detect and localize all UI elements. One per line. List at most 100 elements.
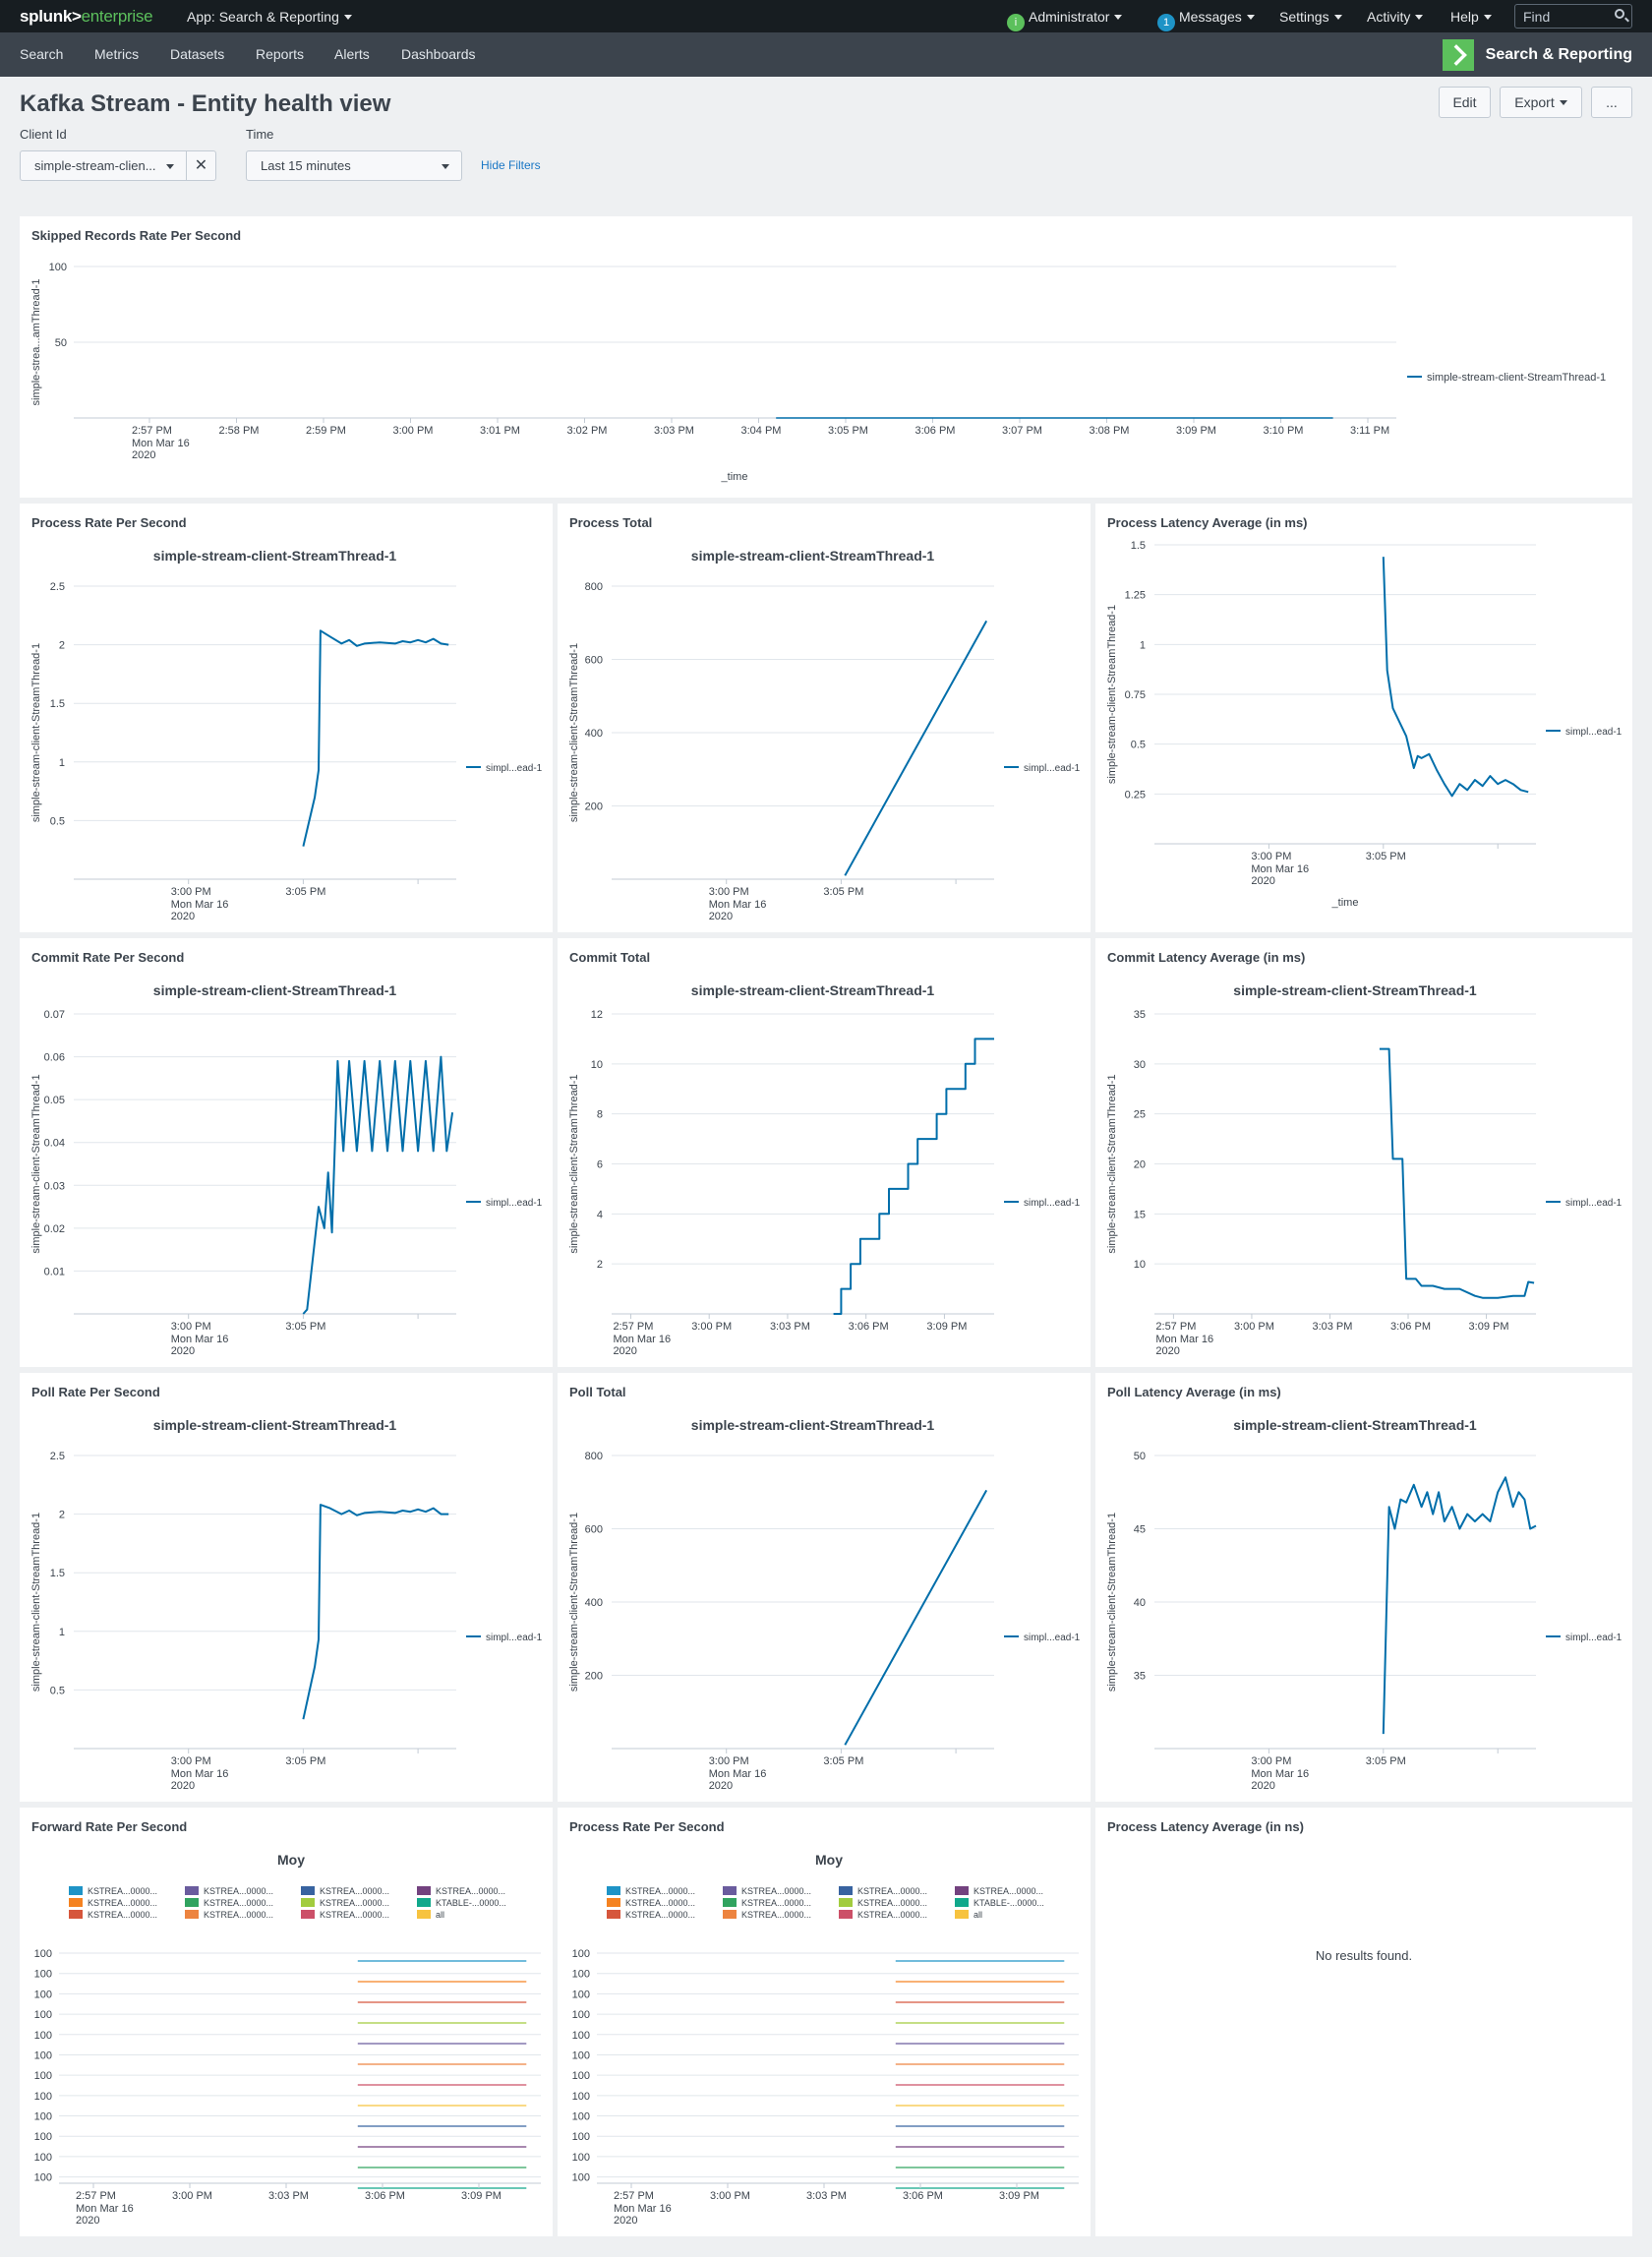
y-axis-title: simple-stream-client-StreamThread-1 [1106, 605, 1118, 784]
y-tick-label: 600 [585, 1524, 603, 1536]
splunk-logo[interactable]: splunk>enterprise [20, 7, 153, 26]
y-tick-label: 50 [55, 337, 67, 349]
y-tick-label: 100 [572, 2111, 590, 2123]
page-title: Kafka Stream - Entity health view [20, 90, 391, 117]
y-tick-label: 0.01 [44, 1266, 65, 1277]
x-tick-year: 2020 [132, 449, 155, 461]
chevron-down-icon [1559, 99, 1567, 105]
x-tick-label: 3:00 PM [1251, 851, 1291, 862]
legend-label: KSTREA...0000... [741, 1886, 811, 1896]
series-line [833, 1038, 994, 1315]
close-icon: ✕ [194, 157, 208, 174]
chart-title: simple-stream-client-StreamThread-1 [153, 982, 397, 998]
y-tick-label: 100 [34, 2049, 52, 2061]
y-tick-label: 0.5 [50, 815, 65, 827]
panel-process-rate-moy: Process Rate Per Second Moy KSTREA...0000.… [558, 1808, 1091, 2236]
nav-datasets[interactable]: Datasets [170, 46, 225, 62]
activity-menu[interactable]: Activity [1367, 9, 1424, 25]
y-tick-label: 2.5 [50, 581, 65, 593]
nav-dashboards[interactable]: Dashboards [401, 46, 476, 62]
user-menu[interactable]: i Administrator [1007, 9, 1123, 31]
x-axis-title: _time [721, 471, 748, 483]
help-menu[interactable]: Help [1450, 9, 1492, 25]
top-bar: splunk>enterprise App: Search & Reportin… [0, 0, 1652, 32]
messages-count-badge: 1 [1157, 14, 1175, 31]
legend-label: KSTREA...0000... [320, 1886, 389, 1896]
y-tick-label: 0.07 [44, 1009, 65, 1021]
x-tick-label: 3:05 PM [1366, 851, 1406, 862]
y-tick-label: 12 [591, 1009, 603, 1021]
panel-skipped-records: Skipped Records Rate Per Second 100 50 simp… [20, 216, 1632, 498]
export-button[interactable]: Export [1500, 87, 1582, 118]
nav-search[interactable]: Search [20, 46, 64, 62]
panel-poll-total: Poll Total simple-stream-client-StreamThr… [558, 1373, 1091, 1802]
x-tick-year: 2020 [171, 1345, 195, 1357]
app-icon [1442, 39, 1474, 71]
y-tick-label: 10 [1134, 1259, 1146, 1271]
y-tick-label: 100 [572, 2172, 590, 2184]
y-tick-label: 1.5 [1131, 540, 1146, 552]
app-brand[interactable]: Search & Reporting [1442, 39, 1632, 71]
find-input[interactable]: Find [1514, 4, 1632, 29]
x-tick-date: Mon Mar 16 [613, 1334, 671, 1345]
x-tick-label: 3:00 PM [691, 1321, 732, 1333]
panel-process-rate: Process Rate Per Second simple-stream-cli… [20, 504, 553, 932]
legend-label: KSTREA...0000... [857, 1910, 927, 1920]
legend-label: KSTREA...0000... [204, 1910, 273, 1920]
nav-alerts[interactable]: Alerts [334, 46, 370, 62]
app-menu[interactable]: App: Search & Reporting [187, 9, 352, 25]
y-tick-label: 100 [34, 1989, 52, 2000]
x-tick-date: Mon Mar 16 [132, 438, 190, 449]
more-button[interactable]: ... [1591, 87, 1632, 118]
y-tick-label: 2 [59, 1510, 65, 1521]
legend-label: simpl...ead-1 [1024, 1198, 1081, 1209]
y-tick-label: 100 [572, 2030, 590, 2042]
y-tick-label: 600 [585, 655, 603, 667]
y-tick-label: 100 [34, 1969, 52, 1981]
x-tick-label: 3:01 PM [480, 425, 520, 437]
y-tick-label: 40 [1134, 1597, 1146, 1609]
y-tick-label: 800 [585, 1451, 603, 1462]
y-tick-label: 100 [572, 2131, 590, 2143]
x-tick-label: 3:06 PM [849, 1321, 889, 1333]
nav-metrics[interactable]: Metrics [94, 46, 140, 62]
chart-title: simple-stream-client-StreamThread-1 [1233, 1417, 1477, 1433]
legend-label: simpl...ead-1 [486, 1633, 543, 1643]
legend-swatch [723, 1886, 737, 1895]
chevron-down-icon [343, 15, 352, 20]
time-range-picker[interactable]: Last 15 minutes [246, 150, 462, 181]
client-id-select[interactable]: simple-stream-clien... [20, 150, 187, 181]
legend-label: KSTREA...0000... [625, 1886, 695, 1896]
x-tick-label: 2:58 PM [219, 425, 260, 437]
x-tick-label: 3:00 PM [709, 1755, 749, 1767]
x-tick-label: 2:57 PM [1155, 1321, 1196, 1333]
chart-svg: 1.5 1.25 1 0.75 0.5 0.25 simple-stream-client-… [1106, 540, 1622, 909]
y-axis-title: simple-stream-client-StreamThread-1 [1106, 1074, 1118, 1253]
panel-title: Skipped Records Rate Per Second [31, 228, 242, 243]
edit-button[interactable]: Edit [1439, 87, 1491, 118]
x-tick-year: 2020 [709, 911, 733, 922]
hide-filters-link[interactable]: Hide Filters [481, 158, 541, 172]
panel-commit-total: Commit Total simple-stream-client-StreamT… [558, 938, 1091, 1367]
y-tick-label: 0.06 [44, 1052, 65, 1064]
settings-menu[interactable]: Settings [1279, 9, 1342, 25]
y-axis-title: simple-stream-client-StreamThread-1 [568, 1074, 580, 1253]
y-tick-label: 100 [34, 1948, 52, 1960]
x-tick-label: 3:09 PM [1469, 1321, 1509, 1333]
clear-client-button[interactable]: ✕ [186, 150, 216, 181]
status-icon: i [1007, 14, 1025, 31]
x-tick-label: 2:57 PM [614, 2190, 654, 2202]
nav-reports[interactable]: Reports [256, 46, 305, 62]
chart-title: simple-stream-client-StreamThread-1 [153, 1417, 397, 1433]
y-axis-title: simple-stream-client-StreamThread-1 [568, 643, 580, 822]
x-axis-title: _time [1331, 897, 1359, 909]
x-tick-date: Mon Mar 16 [1251, 1768, 1309, 1780]
y-tick-label: 15 [1134, 1209, 1146, 1220]
chevron-down-icon [1483, 15, 1492, 20]
series-line [302, 629, 449, 847]
y-tick-label: 100 [34, 2070, 52, 2082]
legend-label: KSTREA...0000... [204, 1886, 273, 1896]
x-tick-label: 3:09 PM [926, 1321, 967, 1333]
legend-label: simpl...ead-1 [486, 1198, 543, 1209]
messages-menu[interactable]: 1 Messages [1157, 9, 1255, 31]
